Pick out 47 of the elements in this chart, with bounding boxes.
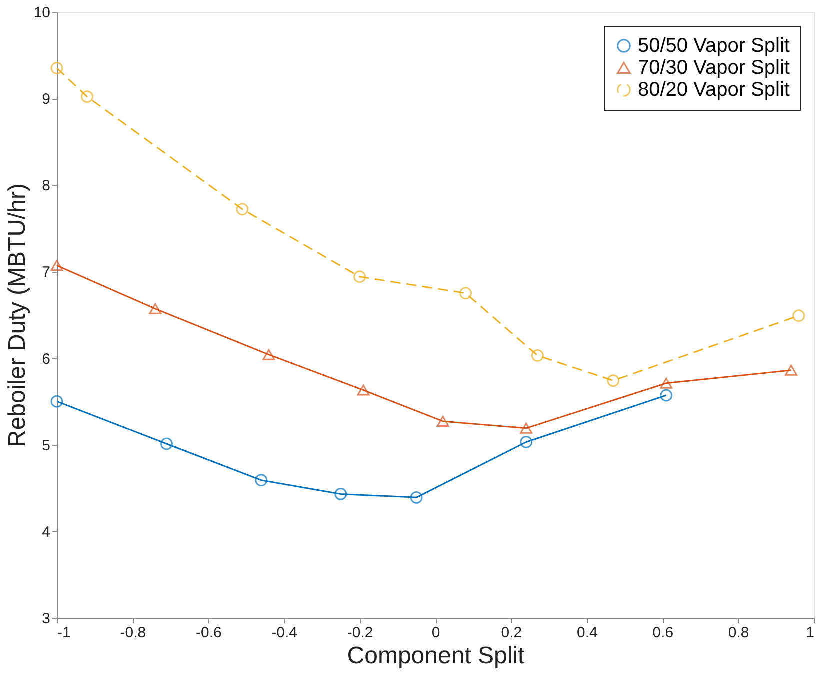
- point: [357, 384, 370, 396]
- x-tick-label: -0.4: [272, 624, 298, 642]
- x-tick-label: 0.8: [728, 624, 750, 642]
- point: [792, 310, 806, 322]
- point: [149, 303, 162, 314]
- y-tick-label: 10: [34, 4, 50, 22]
- point: [660, 378, 673, 389]
- y-tick-label: 6: [42, 350, 50, 368]
- point: [236, 203, 249, 216]
- legend-label: 70/30 Vapor Split: [638, 57, 790, 79]
- point: [520, 436, 533, 448]
- x-tick-label: -0.6: [196, 624, 222, 642]
- x-tick-label: 0: [432, 624, 440, 642]
- legend-label: 80/20 Vapor Split: [638, 79, 790, 101]
- point: [660, 389, 673, 402]
- y-tick-label: 8: [42, 178, 50, 195]
- y-tick-label: 7: [42, 264, 50, 282]
- x-axis-title: Component Split: [347, 642, 526, 670]
- y-axis-title: Reboiler Duty (MBTU/hr): [4, 183, 31, 448]
- point: [50, 62, 64, 74]
- point: [460, 287, 472, 300]
- point: [262, 349, 276, 360]
- point: [436, 416, 450, 427]
- x-tick-label: -1: [58, 624, 71, 642]
- point: [410, 491, 423, 504]
- point: [354, 270, 366, 284]
- y-tick-label: 9: [42, 91, 50, 108]
- point: [334, 488, 348, 500]
- x-tick-label: 1: [806, 624, 814, 642]
- legend-label: 50/50 Vapor Split: [638, 35, 790, 57]
- point: [607, 374, 620, 388]
- x-tick-label: 0.2: [501, 624, 522, 642]
- x-tick-label: 0.4: [576, 624, 598, 642]
- point: [81, 90, 94, 104]
- y-tick-label: 4: [42, 524, 50, 541]
- point: [50, 395, 64, 408]
- x-tick-label: -0.8: [120, 624, 146, 642]
- y-tick-label: 3: [42, 610, 50, 628]
- y-tick-label: 5: [42, 437, 50, 454]
- x-tick-label: 0.6: [652, 624, 674, 642]
- point: [785, 364, 798, 376]
- point: [531, 349, 544, 362]
- x-tick-label: -0.2: [347, 624, 374, 642]
- point: [160, 438, 173, 450]
- point: [520, 422, 533, 434]
- point: [50, 260, 64, 272]
- point: [255, 474, 268, 487]
